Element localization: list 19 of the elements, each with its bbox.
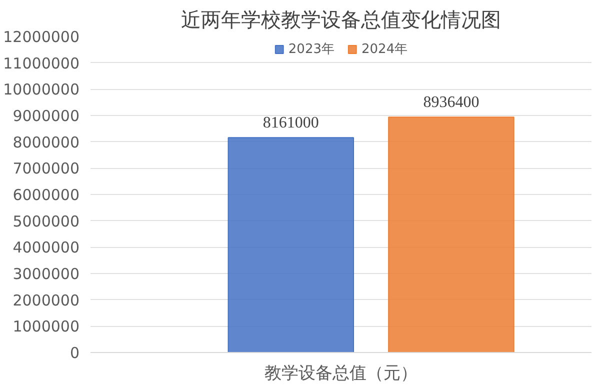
y-tick-label: 0 bbox=[70, 344, 80, 362]
y-tick-label: 6000000 bbox=[12, 186, 80, 204]
y-tick-label: 1000000 bbox=[12, 318, 80, 336]
data-label: 8936400 bbox=[423, 94, 480, 112]
y-tick-label: 3000000 bbox=[12, 265, 80, 283]
legend-label: 2024年 bbox=[362, 41, 408, 58]
y-tick-label: 9000000 bbox=[12, 107, 80, 125]
y-tick-label: 8000000 bbox=[12, 133, 80, 152]
legend-label: 2023年 bbox=[288, 41, 334, 58]
chart-title: 近两年学校教学设备总值变化情况图 bbox=[181, 8, 501, 32]
x-tick-label: 教学设备总值（元） bbox=[264, 364, 418, 384]
y-tick-label: 4000000 bbox=[12, 238, 80, 257]
data-label: 8161000 bbox=[262, 114, 319, 132]
y-tick-label: 5000000 bbox=[12, 212, 80, 230]
y-tick-label: 2000000 bbox=[12, 291, 80, 310]
y-tick-label: 12000000 bbox=[3, 28, 80, 46]
y-tick-label: 11000000 bbox=[3, 54, 80, 72]
y-tick-label: 7000000 bbox=[12, 160, 80, 178]
y-tick-label: 10000000 bbox=[3, 80, 80, 99]
